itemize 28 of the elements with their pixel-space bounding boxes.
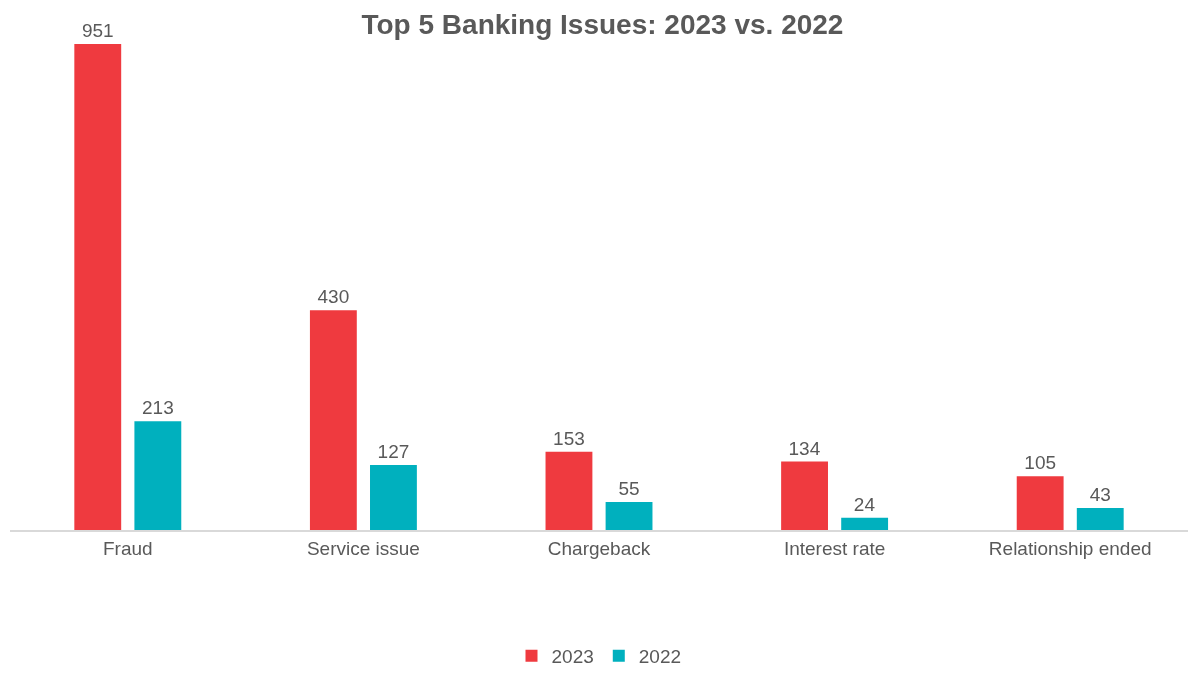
bar — [1076, 508, 1124, 530]
chart-title: Top 5 Banking Issues: 2023 vs. 2022 — [361, 8, 844, 40]
bar — [74, 44, 122, 530]
bar — [309, 310, 357, 530]
data-label: 24 — [853, 493, 876, 515]
legend-label: 2023 — [551, 646, 594, 668]
data-label: 127 — [377, 441, 410, 463]
x-tick-label: Interest rate — [783, 537, 886, 559]
data-label: 134 — [788, 437, 821, 459]
bar — [841, 517, 889, 530]
bar — [781, 461, 828, 530]
data-label: 430 — [317, 286, 350, 308]
data-label: 213 — [141, 397, 174, 419]
x-tick-label: Service issue — [306, 537, 420, 559]
x-tick-label: Relationship ended — [988, 537, 1152, 559]
bar — [134, 421, 182, 530]
bar — [605, 501, 653, 530]
bar — [545, 451, 593, 530]
data-label: 105 — [1024, 452, 1057, 474]
data-label: 43 — [1089, 484, 1111, 506]
data-label: 153 — [553, 427, 585, 449]
bar — [370, 465, 417, 530]
bar — [1016, 476, 1064, 530]
data-label: 55 — [618, 477, 640, 499]
x-tick-label: Chargeback — [547, 537, 651, 559]
x-tick-label: Fraud — [102, 537, 153, 559]
legend-label: 2022 — [638, 646, 682, 668]
data-label: 951 — [81, 20, 114, 41]
